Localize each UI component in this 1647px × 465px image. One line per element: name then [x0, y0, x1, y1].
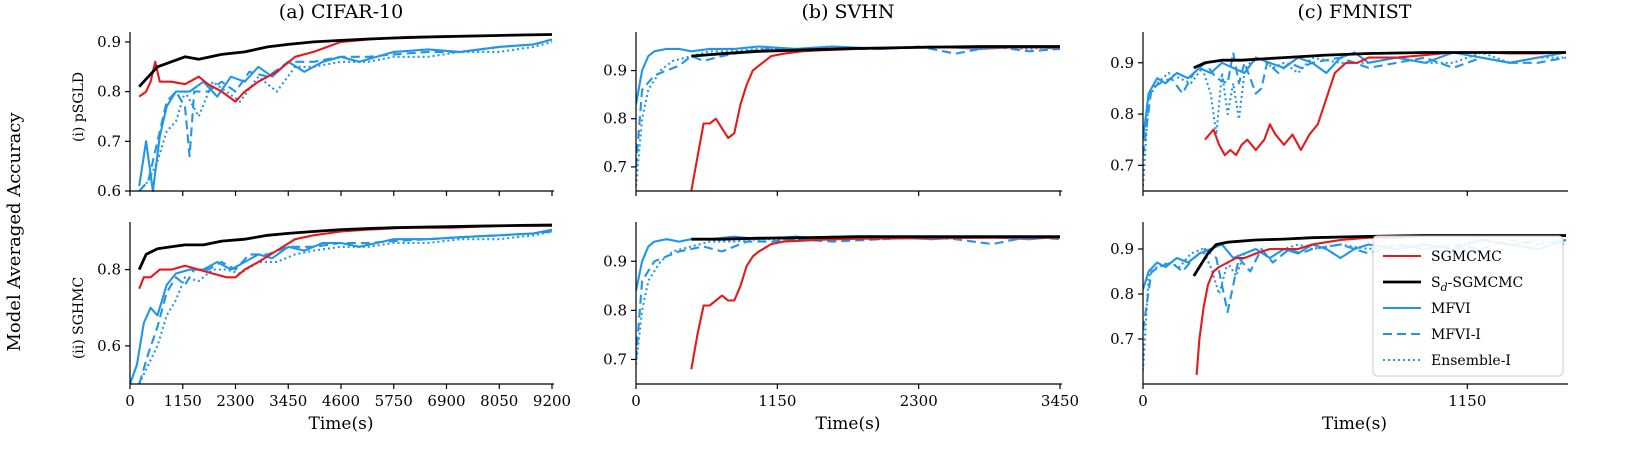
x-tick-label: 3450	[1041, 392, 1079, 410]
panels-group: 0.6 0.7 0.8 0.9 (a) CIFAR-10 0.7 0.8 0.9 (b) SVH…	[97, 1, 1568, 434]
y-tick-label: 0.8	[603, 301, 627, 319]
series-line-s-d-sgmcmc	[691, 45, 1060, 58]
x-tick-label: 4600	[322, 392, 360, 410]
x-tick-label: 1150	[1448, 392, 1486, 410]
panel-title: (a) CIFAR-10	[279, 1, 403, 23]
y-tick-label: 0.6	[97, 337, 121, 355]
series-line-s-d-sgmcmc	[1193, 51, 1566, 70]
series-line-mfvi-i	[138, 230, 553, 385]
x-tick-label: 2300	[216, 392, 254, 410]
x-tick-label: 0	[125, 392, 135, 410]
y-tick-label: 0.7	[1110, 330, 1134, 348]
x-axis-label: Time(s)	[1322, 414, 1387, 434]
y-tick-label: 0.8	[97, 261, 121, 279]
legend-label: MFVI-I	[1431, 327, 1481, 343]
series-line-mfvi	[138, 38, 553, 193]
y-tick-label: 0.8	[1110, 105, 1134, 123]
y-tick-label: 0.9	[97, 33, 121, 51]
y-tick-label: 0.9	[603, 252, 627, 270]
x-tick-label: 6900	[427, 392, 465, 410]
x-axis-label: Time(s)	[816, 414, 881, 434]
y-tick-label: 0.7	[1110, 156, 1134, 174]
y-tick-label: 0.9	[1110, 54, 1134, 72]
legend-box	[1372, 235, 1564, 377]
x-tick-label: 0	[631, 392, 641, 410]
series-line-sgmcmc	[138, 33, 553, 103]
series-line-s-d-sgmcmc	[138, 33, 553, 88]
y-tick-label: 0.8	[603, 110, 627, 128]
x-tick-label: 8050	[480, 392, 518, 410]
panel-0: 0.6 0.7 0.8 0.9 (a) CIFAR-10	[97, 1, 554, 200]
series-line-s-d-sgmcmc	[691, 235, 1060, 241]
series-line-mfvi-i	[138, 38, 553, 192]
y-tick-label: 0.7	[603, 350, 627, 368]
y-tick-label: 0.7	[603, 158, 627, 176]
panel-4: 0 1150 2300 3450 0.7 0.8 0.9 Time(s)	[603, 222, 1079, 434]
series-line-sgmcmc	[690, 236, 1060, 370]
row-label-sghmc: (ii) SGHMC	[71, 277, 87, 359]
panel-1: 0.7 0.8 0.9 (b) SVHN	[603, 1, 1062, 196]
legend-label: MFVI	[1431, 301, 1471, 317]
legend-label: SGMCMC	[1431, 249, 1502, 265]
y-axis-label: Model Averaged Accuracy	[4, 112, 25, 352]
panel-title: (c) FMNIST	[1298, 1, 1412, 23]
x-tick-label: 9200	[533, 392, 571, 410]
panel-2: 0.7 0.8 0.9 (c) FMNIST	[1110, 1, 1568, 196]
y-tick-label: 0.8	[1110, 285, 1134, 303]
series-line-ensemble-i	[138, 230, 553, 385]
series-line-mfvi	[1143, 51, 1567, 140]
series-line-mfvi-i	[1143, 238, 1567, 331]
y-tick-label: 0.9	[603, 62, 627, 80]
y-tick-label: 0.8	[97, 83, 121, 101]
series-line-s-d-sgmcmc	[137, 223, 553, 271]
series-line-mfvi-i	[636, 45, 1061, 167]
series-line-ensemble-i	[636, 235, 1061, 365]
series-line-ensemble-i	[636, 45, 1061, 187]
x-tick-label: 1150	[164, 392, 202, 410]
legend-label: Ensemble-I	[1431, 353, 1511, 369]
series-line-ensemble-i	[1143, 51, 1566, 186]
x-tick-label: 5750	[375, 392, 413, 410]
series-line-mfvi	[130, 228, 553, 385]
legend: SGMCMC Sd-SGMCMC MFVI MFVI-I Ensemble-I	[1372, 235, 1564, 377]
series-line-ensemble-i	[138, 40, 553, 192]
x-tick-label: 1150	[758, 392, 796, 410]
row-label-pslgd: (i) pSGLD	[71, 72, 87, 142]
x-tick-label: 2300	[900, 392, 938, 410]
x-axis-label: Time(s)	[309, 414, 374, 434]
legend-label: Sd-SGMCMC	[1431, 275, 1523, 294]
series-line-mfvi-i	[636, 235, 1061, 360]
series-line-sgmcmc	[1204, 51, 1567, 157]
panel-title: (b) SVHN	[802, 1, 895, 23]
y-tick-label: 0.7	[97, 132, 121, 150]
series-line-mfvi-i	[1143, 51, 1567, 156]
x-tick-label: 0	[1138, 392, 1148, 410]
x-tick-label: 3450	[269, 392, 307, 410]
y-tick-label: 0.9	[1110, 240, 1134, 258]
panel-3: 0 1150 2300 3450 4600 5750 6900 8050 9200 0.6 0.8 T…	[97, 222, 571, 434]
y-tick-label: 0.6	[97, 182, 121, 200]
series-line-sgmcmc	[690, 46, 1060, 192]
